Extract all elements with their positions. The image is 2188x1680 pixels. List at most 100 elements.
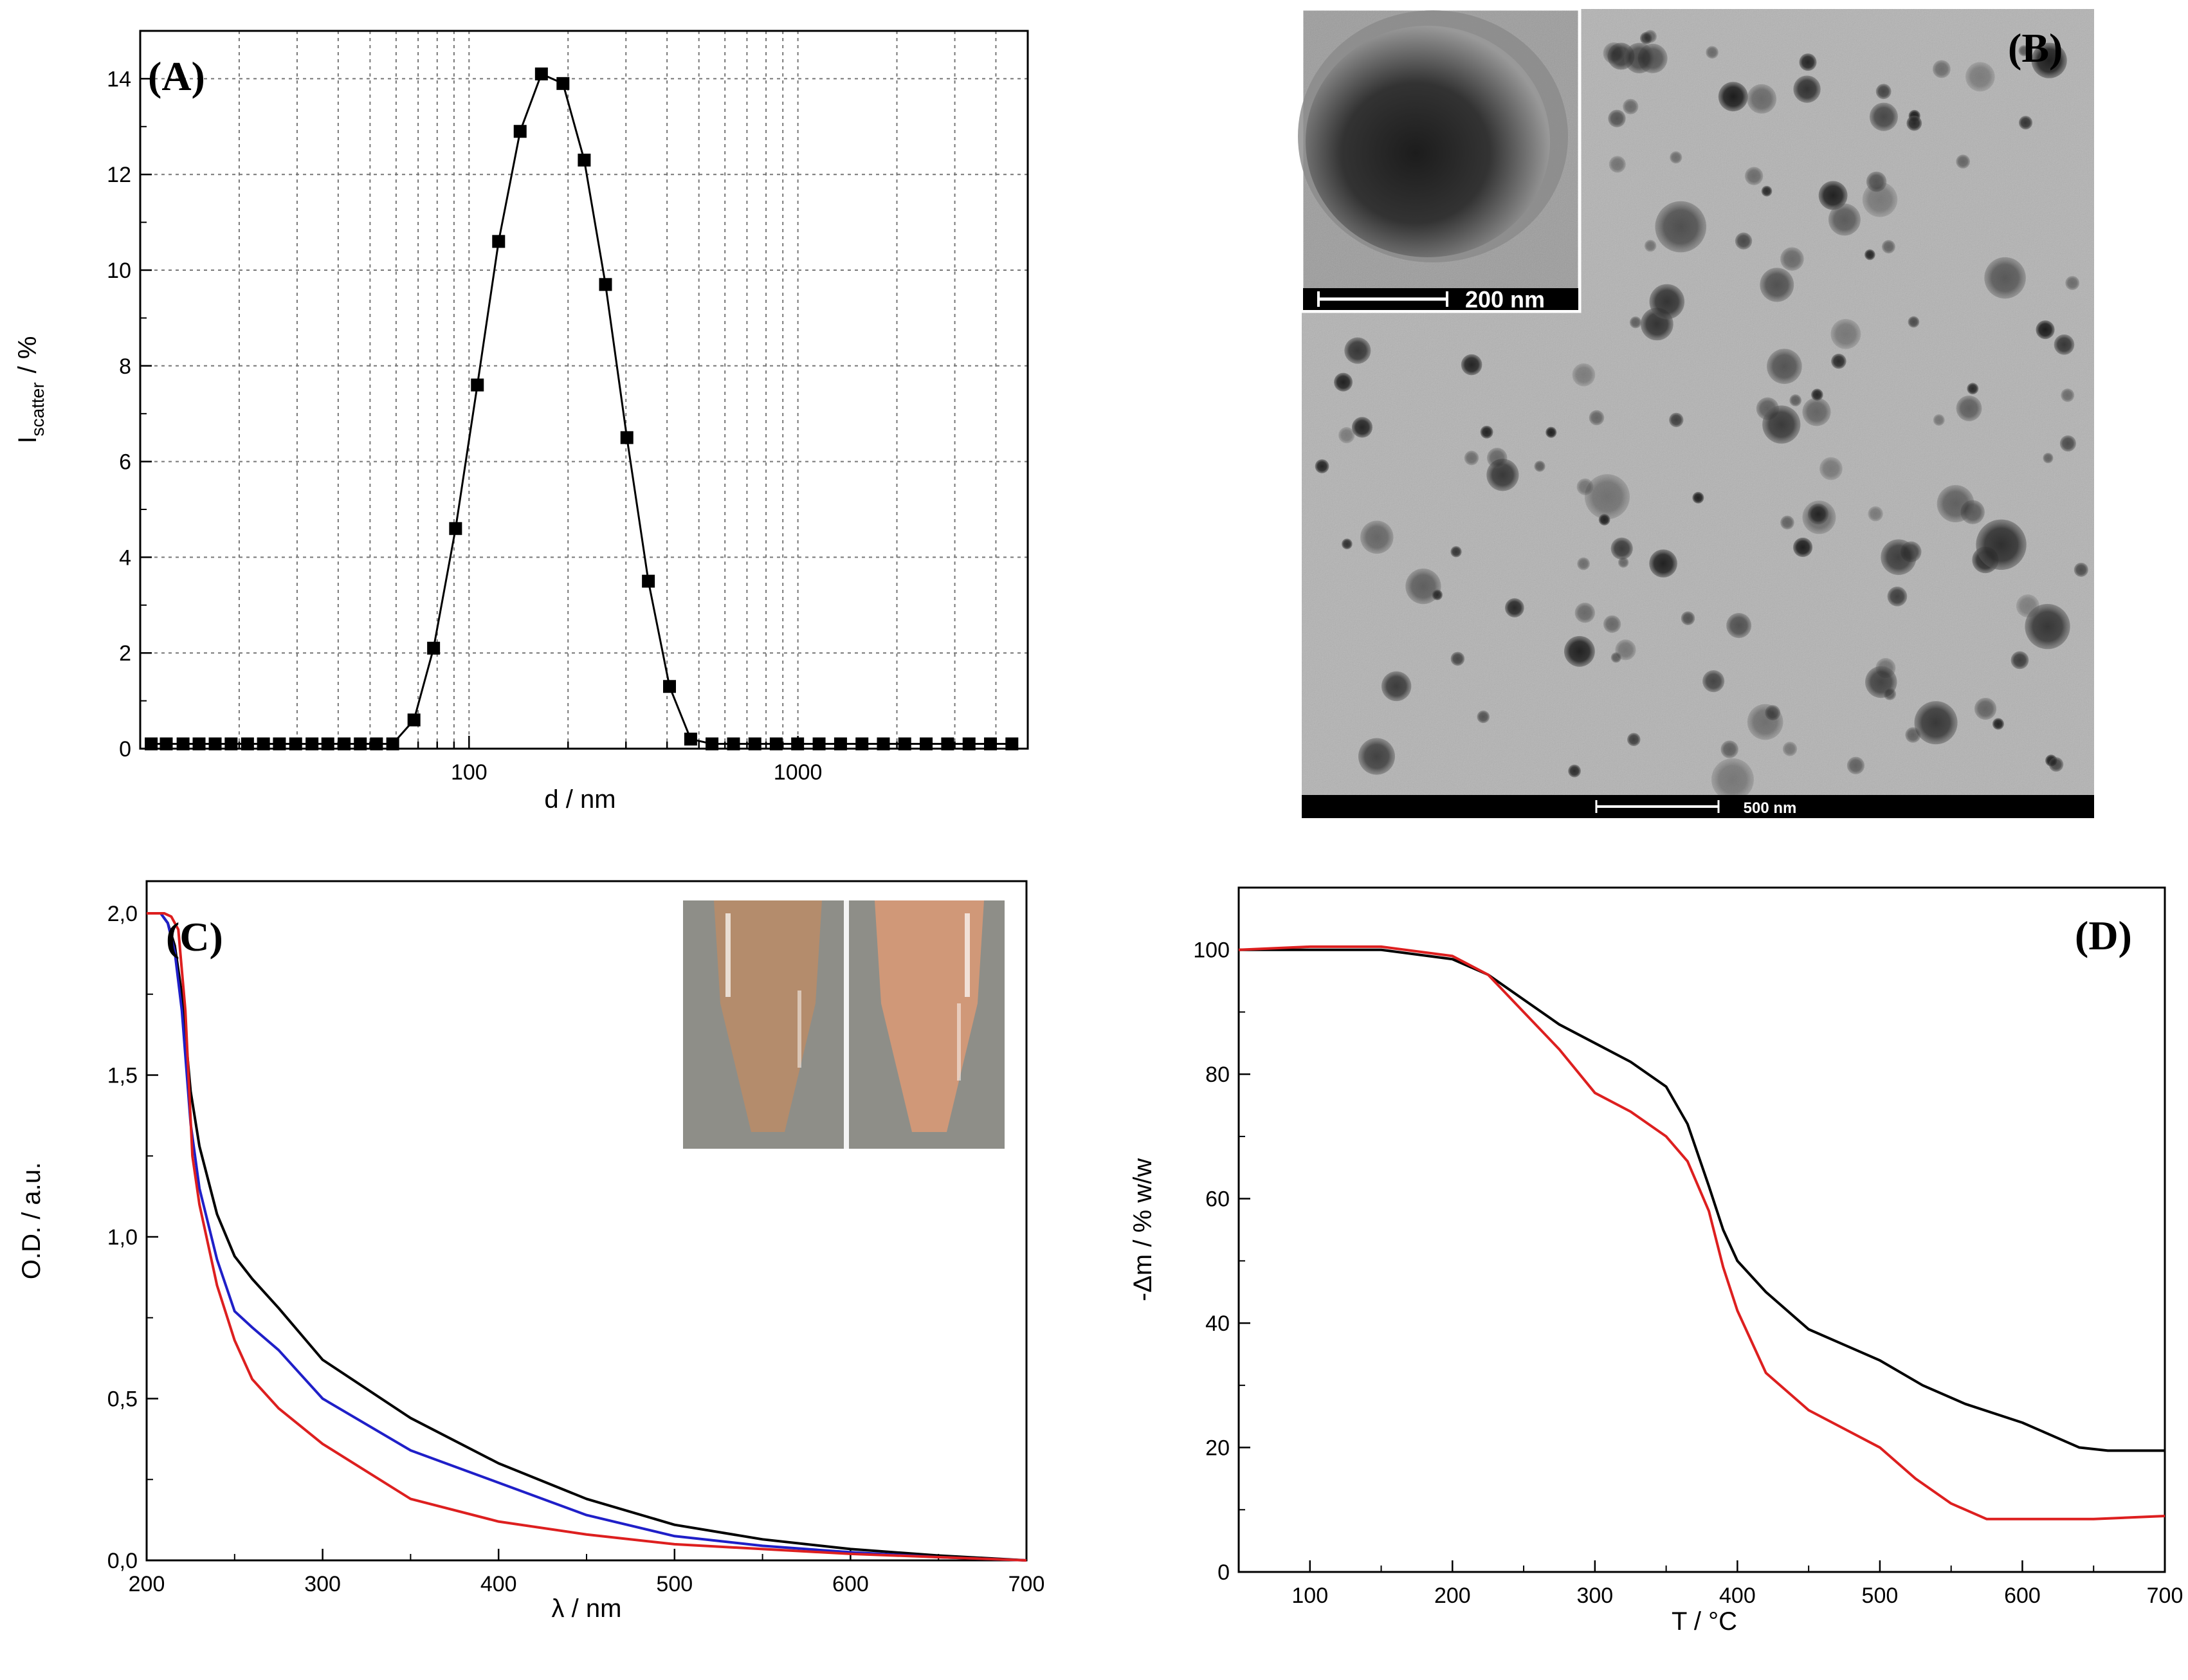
panel-a-data-point [145, 737, 158, 751]
panel-d-xtick-label: 300 [1576, 1584, 1613, 1608]
panel-c-xtick-label: 700 [1008, 1572, 1045, 1596]
panel-b-inset-scale-label: 200 nm [1465, 286, 1545, 313]
panel-a-ytick-label: 4 [119, 545, 131, 570]
panel-b-particle [1338, 427, 1355, 444]
panel-c-inset-photo [683, 900, 1005, 1149]
panel-b-particle [1818, 181, 1848, 210]
panel-d-ytick-label: 60 [1205, 1187, 1230, 1212]
panel-b-particle [1624, 42, 1655, 73]
panel-b-particle [1644, 239, 1657, 252]
panel-b-particle [1334, 372, 1353, 392]
panel-a-xtick-label: 100 [451, 760, 488, 785]
panel-d-xtick-label: 600 [2004, 1584, 2041, 1608]
panel-b-particle [1669, 412, 1684, 428]
panel-b-particle [1735, 232, 1753, 250]
panel-a-data-point [791, 737, 805, 751]
panel-b-particle [1869, 102, 1898, 131]
panel-b-particle [1819, 457, 1843, 480]
panel-b-particle [2018, 116, 2033, 130]
panel-d-ticks: 100 200 300 400 500 600 700 0 20 40 60 80 100 [1193, 938, 2183, 1608]
panel-c-xtick-label: 400 [480, 1572, 517, 1596]
panel-d-ytick-label: 80 [1205, 1063, 1230, 1087]
panel-d-xtick-label: 400 [1719, 1584, 1756, 1608]
panel-d-xtick-label: 100 [1291, 1584, 1328, 1608]
panel-b-particle [2065, 276, 2080, 290]
panel-b-particle [1914, 701, 1958, 745]
panel-a-ticks: 0 2 4 6 8 10 12 14 100 1000 [107, 67, 1029, 785]
panel-d-label: (D) [2075, 913, 2132, 958]
panel-b-particle [1744, 167, 1764, 185]
panel-b-particle [1342, 538, 1353, 550]
panel-b-particle [1649, 284, 1685, 320]
panel-b-particle [1726, 613, 1752, 639]
panel-b-particle [2059, 435, 2076, 452]
panel-a-data-point [812, 737, 826, 751]
panel-d-line-black [1239, 948, 2165, 1452]
panel-b-particle [1627, 733, 1641, 747]
panel-d-ytick-label: 40 [1205, 1311, 1230, 1336]
panel-a-data-point [556, 77, 570, 90]
panel-a-xlabel: d / nm [544, 785, 615, 814]
panel-a-data-point [354, 737, 367, 751]
panel-a-ylabel-main: I [14, 436, 42, 443]
panel-a-data-point [273, 737, 286, 751]
panel-b-particle [2036, 320, 2055, 340]
panel-b-particle [1965, 62, 1995, 92]
panel-c-ticks: 200 300 400 500 600 700 0,0 0,5 1,0 1,5 2,0 [107, 902, 1045, 1596]
panel-b-scale-label: 500 nm [1744, 799, 1797, 817]
panel-b-particle [1589, 410, 1605, 426]
panel-d-ytick-label: 100 [1193, 938, 1230, 963]
panel-a-data-point [241, 737, 254, 751]
panel-b-particle [2074, 562, 2088, 577]
panel-d-xtick-label: 500 [1862, 1584, 1899, 1608]
panel-b-particle [1830, 318, 1861, 349]
panel-b-particles [1315, 30, 2088, 801]
panel-a-data-point [748, 737, 761, 751]
panel-a-ylabel-unit: / % [14, 336, 42, 374]
panel-c-line-red [147, 912, 1027, 1562]
panel-c-ytick-label: 0,0 [107, 1549, 138, 1573]
panel-b-particle [2054, 334, 2075, 355]
panel-a-ylabel-sub: scatter [28, 382, 48, 436]
panel-d-xlabel: T / °C [1672, 1607, 1737, 1636]
panel-b-particle [1315, 459, 1329, 473]
panel-b-particle [1504, 598, 1524, 617]
panel-b-particle [1477, 710, 1490, 724]
panel-a-data-point [471, 378, 484, 392]
panel-b-particle [1992, 718, 2004, 730]
panel-b-particle [1984, 257, 2026, 299]
panel-d-plot-frame [1237, 886, 2166, 1573]
panel-b-particle [1811, 388, 1823, 401]
panel-b-particle [1828, 203, 1861, 236]
panel-a-data-point [208, 737, 222, 751]
panel-a-data-point [834, 737, 847, 751]
panel-d-xtick-label: 700 [2147, 1584, 2183, 1608]
panel-b-particle [1564, 635, 1595, 667]
panel-a-data-point [321, 737, 334, 751]
panel-b-particle [1639, 32, 1653, 44]
panel-a-data-point [1005, 737, 1019, 751]
panel-b-particle [1767, 349, 1802, 384]
panel-b-particle [1793, 537, 1813, 558]
panel-b-particle [1344, 337, 1371, 364]
panel-b-particle [1883, 688, 1897, 700]
panel-b-particle [1799, 53, 1817, 71]
panel-b-particle [1864, 249, 1875, 260]
panel-b-particle [1967, 383, 1979, 395]
panel-b-particle [1464, 450, 1479, 466]
panel-a-ylabel: Iscatter / % [14, 336, 48, 444]
panel-a-data-point [984, 737, 998, 751]
panel-c-ytick-label: 1,0 [107, 1225, 138, 1250]
panel-b-particle [1545, 426, 1557, 438]
panel-a-data-point [176, 737, 190, 751]
panel-a-data-point [305, 737, 319, 751]
panel-b-particle [1608, 109, 1626, 127]
panel-b-particle [1762, 405, 1801, 444]
panel-b-particle [1905, 727, 1921, 743]
panel-c-ytick-label: 2,0 [107, 902, 138, 926]
panel-a-data-point [727, 737, 740, 751]
panel-b-particle [1720, 740, 1738, 758]
panel-b-inset-particle [1306, 26, 1550, 257]
panel-b-particle [1534, 461, 1545, 472]
